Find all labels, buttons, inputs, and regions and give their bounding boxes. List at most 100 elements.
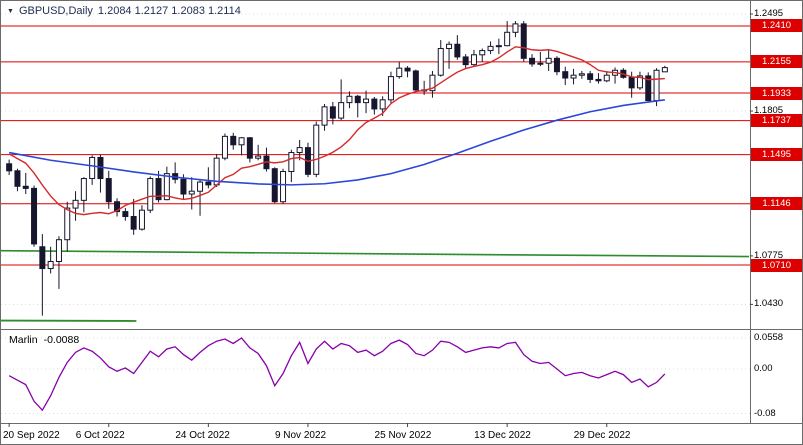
candle-body [313,124,320,175]
date-axis-label: 13 Dec 2022 [474,430,531,441]
indicator-axis-label: 0.0558 [754,332,784,343]
candle-body [105,178,112,203]
symbol-timeframe-label: GBPUSD,Daily [18,5,93,17]
indicator-value: -0.0088 [43,334,80,346]
candle-body [280,171,287,203]
candle-body [205,181,212,186]
candle-body [180,178,187,195]
candle-body [387,76,394,101]
candle-body [661,67,668,73]
candle-body [296,147,303,154]
indicator-label: Marlin -0.0088 [9,334,79,346]
candle-body [155,178,162,201]
date-axis-label: 20 Sep 2022 [3,430,60,441]
candle-body [645,75,652,102]
date-axis-label: 6 Oct 2022 [75,430,125,441]
candle-body [130,216,137,230]
chart-title: ▼ GBPUSD,Daily 1.2084 1.2127 1.2083 1.21… [7,5,241,17]
candle-body [446,43,453,49]
red-ma-line [8,46,665,216]
green-ma-line [1,249,750,258]
candle-body [454,43,461,58]
candle-body [462,56,469,66]
candle-body [487,45,494,52]
candle-body [147,178,154,211]
candle-body [470,54,477,66]
candle-body [22,185,29,189]
date-axis-label: 25 Nov 2022 [374,430,432,441]
candle-body [31,187,38,245]
candle-body [47,261,54,270]
candle-body [72,199,79,209]
price-axis-label: 1.2495 [754,8,784,20]
candle-body [346,95,353,104]
date-axis-label: 9 Nov 2022 [274,430,327,441]
candle-body [138,209,145,230]
candle-body [288,152,295,173]
candle-body [636,75,643,89]
candle-body [6,163,13,172]
candle-body [230,135,237,146]
candle-body [529,57,536,65]
candle-body [354,95,361,104]
candle-body [537,62,544,65]
price-level-flag: 1.1933 [751,86,802,100]
candle-body [479,50,486,56]
candle-body [379,99,386,110]
candle-body [255,155,262,159]
candle-body [396,67,403,78]
candle-body [653,69,660,102]
candle-body [371,98,378,110]
candle-body [64,207,71,241]
candle-body [412,70,419,91]
candle-body [553,57,560,73]
indicator-axis-label: 0.00 [754,363,773,375]
date-axis-label: 24 Oct 2022 [175,430,230,441]
candle-body [39,246,46,270]
candle-body [587,73,594,80]
candle-body [603,74,610,82]
candle-body [338,102,345,119]
marlin-line [8,337,666,412]
indicator-axis-label: -0.08 [754,407,776,419]
price-level-flag: 1.1146 [751,197,802,211]
candle-body [578,73,585,76]
indicator-name: Marlin [9,334,38,346]
candle-body [628,76,635,89]
candle-body [329,106,336,119]
candle-body [512,23,519,33]
candle-body [114,201,121,213]
candle-body [437,47,444,76]
candle-body [429,74,436,92]
candle-body [80,178,87,201]
candle-body [221,135,228,159]
candle-body [163,173,170,201]
ohlc-values: 1.2084 1.2127 1.2083 1.2114 [97,5,241,17]
candle-body [495,45,502,48]
candle-body [122,211,129,218]
candle-body [404,67,411,72]
price-axis-label: 1.0775 [754,249,784,261]
candle-body [238,137,245,146]
candle-body [55,239,62,263]
price-level-flag: 1.2155 [751,55,802,69]
collapse-arrow-icon[interactable]: ▼ [7,7,14,15]
candle-body [197,181,204,192]
candle-body [504,31,511,47]
candle-body [570,74,577,79]
candle-body [562,71,569,79]
price-level-flag: 1.1495 [751,148,802,162]
candle-body [545,57,552,64]
candle-body [520,23,527,59]
price-axis-label: 1.1805 [754,105,784,117]
price-level-flag: 1.1737 [751,114,802,128]
date-axis-label: 29 Dec 2022 [573,430,631,441]
candle-body [595,78,602,82]
candle-body [188,190,195,195]
price-level-flag: 1.2410 [751,19,802,33]
blue-ma-line [9,99,665,186]
candle-body [321,106,328,126]
candle-body [363,98,370,104]
